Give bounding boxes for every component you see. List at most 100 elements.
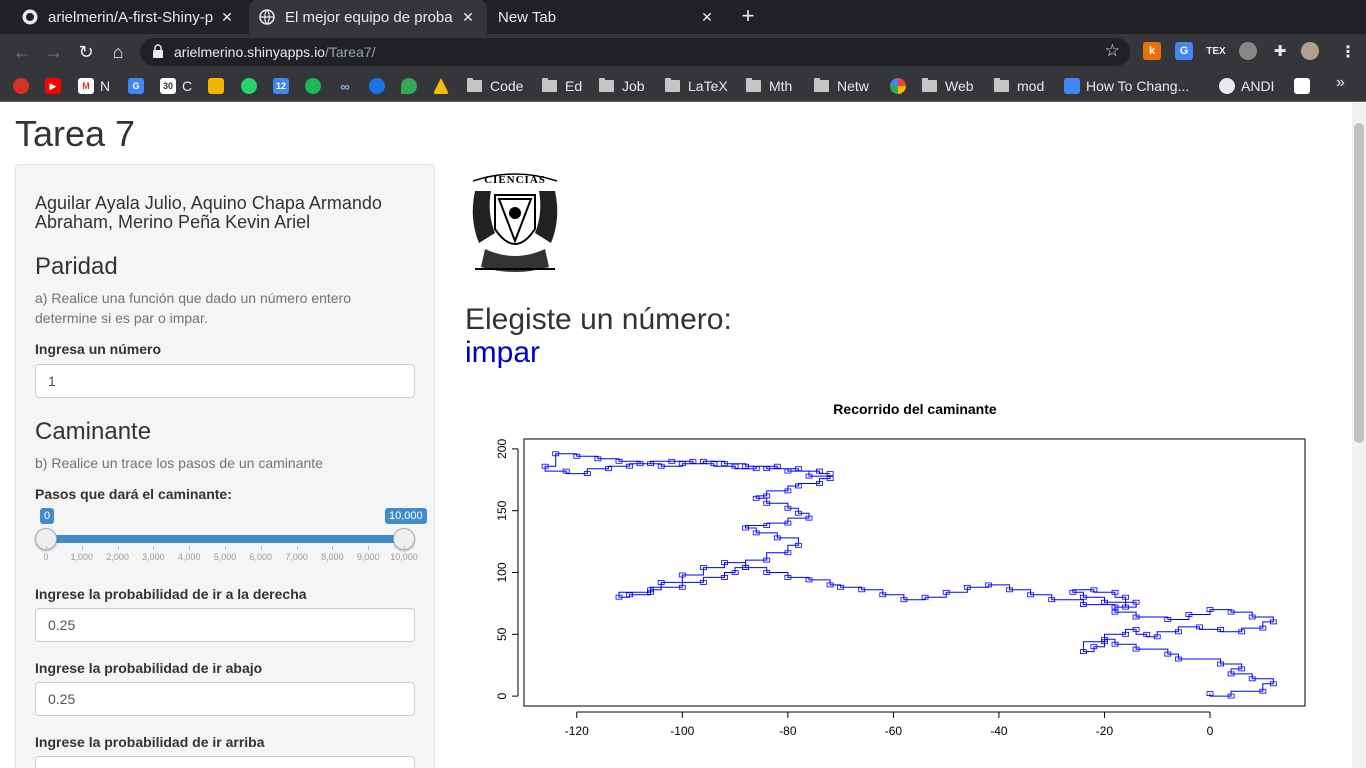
bookmark-icon[interactable] <box>1294 76 1316 96</box>
github-icon <box>22 9 38 25</box>
folder-icon <box>746 78 761 92</box>
close-icon[interactable]: ✕ <box>701 8 713 25</box>
bookmark-folder-mth[interactable]: Mth <box>746 76 792 96</box>
avatar[interactable] <box>1301 42 1319 60</box>
bookmark-folder-ed[interactable]: Ed <box>542 76 582 96</box>
slider-tick-mark <box>189 546 191 550</box>
bookmark-folder-job[interactable]: Job <box>599 76 645 96</box>
walk-point <box>1238 666 1246 672</box>
bookmark-icon[interactable] <box>13 76 35 96</box>
puzzle-icon[interactable]: ✚ <box>1273 43 1287 60</box>
walk-point <box>1238 629 1246 635</box>
walk-point <box>1132 599 1140 605</box>
scrollbar[interactable] <box>1352 103 1366 768</box>
walk-point <box>752 466 760 472</box>
x-tick-label: -100 <box>670 724 694 738</box>
bookmark-star-icon[interactable]: ☆ <box>1104 41 1120 60</box>
extension-icon[interactable] <box>369 76 391 96</box>
translate-bookmark[interactable]: G <box>128 76 150 96</box>
classroom-icon[interactable] <box>208 76 230 96</box>
extension-icon[interactable] <box>1239 42 1257 60</box>
walk-point <box>784 574 792 580</box>
walk-point <box>562 468 570 474</box>
chart-title: Recorrido del caminante <box>833 401 997 417</box>
calendar-icon[interactable]: 12 <box>273 76 295 96</box>
walk-point <box>647 589 655 595</box>
tab-newtab[interactable]: New Tab ✕ <box>488 0 726 34</box>
prob-down-input[interactable] <box>35 682 415 716</box>
photos-icon[interactable] <box>890 76 912 96</box>
x-tick-label: -80 <box>779 724 797 738</box>
more-bookmarks-icon[interactable]: » <box>1336 74 1345 91</box>
bookmark-folder-latex[interactable]: LaTeX <box>665 76 728 96</box>
steps-label: Pasos que dará el caminante: <box>35 486 232 502</box>
new-tab-button[interactable]: + <box>741 3 755 28</box>
globe-icon <box>1219 78 1235 94</box>
walk-point <box>784 550 792 556</box>
bookmark-andi[interactable]: ANDI <box>1219 76 1274 96</box>
close-icon[interactable]: ✕ <box>462 8 474 25</box>
back-icon[interactable]: ← <box>13 41 31 62</box>
caminante-help: b) Realice un trace los pasos de un cami… <box>35 455 323 471</box>
tex-icon[interactable]: TEX <box>1206 45 1226 57</box>
menu-icon[interactable]: ⋮ <box>1340 44 1356 61</box>
walk-point <box>816 481 823 486</box>
walk-point <box>731 463 739 469</box>
translate-icon[interactable]: G <box>1175 42 1193 60</box>
walk-point <box>879 592 887 598</box>
spotify-icon[interactable] <box>305 76 327 96</box>
bookmark-folder-mod[interactable]: mod <box>994 76 1044 96</box>
calendar-bookmark[interactable]: 30 C <box>160 76 192 96</box>
x-tick-label: -20 <box>1096 724 1114 738</box>
walk-point <box>1090 644 1098 650</box>
forward-icon[interactable]: → <box>45 41 63 62</box>
number-input[interactable] <box>35 364 415 398</box>
walk-point <box>742 565 750 571</box>
walk-point <box>541 463 549 469</box>
close-icon[interactable]: ✕ <box>221 8 233 25</box>
walk-point <box>552 451 560 457</box>
x-tick-label: 0 <box>1207 724 1214 738</box>
slider-tick-mark <box>332 546 334 550</box>
whatsapp-icon[interactable] <box>241 76 263 96</box>
walk-point <box>1227 693 1235 699</box>
walk-point <box>636 461 644 467</box>
bookmark-folder-netw[interactable]: Netw <box>814 76 869 96</box>
walk-point <box>784 468 792 474</box>
walk-point <box>921 594 929 600</box>
drive-icon[interactable] <box>433 76 455 96</box>
walk-point <box>1164 651 1172 657</box>
bookmark-folder-web[interactable]: Web <box>922 76 974 96</box>
walk-point <box>678 461 686 467</box>
steps-range-slider[interactable]: 0 10,000 0 1,000 2,000 3,000 4,000 5,000 6,000… <box>35 508 427 568</box>
walk-point <box>805 473 813 479</box>
youtube-icon[interactable]: ▶ <box>45 76 67 96</box>
reload-icon[interactable]: ↻ <box>78 41 94 62</box>
address-bar[interactable]: arielmerino.shinyapps.io/Tarea7/ ☆ <box>140 38 1130 66</box>
bookmark-howto[interactable]: How To Chang... <box>1064 76 1189 96</box>
scrollbar-thumb[interactable] <box>1354 123 1364 443</box>
paridad-heading: Paridad <box>35 253 118 280</box>
walk-point <box>794 483 802 489</box>
bookmark-label: mod <box>1017 78 1045 94</box>
walk-point <box>763 466 771 472</box>
prob-right-input[interactable] <box>35 608 415 642</box>
extension-icon[interactable]: k <box>1143 42 1161 60</box>
walk-point <box>1217 626 1224 632</box>
walk-point <box>678 572 686 578</box>
tab-github[interactable]: arielmerin/A-first-Shiny-p ✕ <box>8 0 246 34</box>
result-text: Elegiste un número: impar <box>465 303 732 369</box>
walk-point <box>1080 602 1087 608</box>
walk-point <box>657 579 665 585</box>
walk-point <box>721 574 728 580</box>
prob-up-input[interactable] <box>35 756 415 768</box>
home-icon[interactable]: ⌂ <box>112 41 124 62</box>
slider-track[interactable] <box>46 535 404 543</box>
maps-icon[interactable] <box>401 76 423 96</box>
walk-point <box>573 453 581 459</box>
bookmark-folder-code[interactable]: Code <box>467 76 523 96</box>
lock-icon <box>152 44 164 63</box>
tab-active[interactable]: El mejor equipo de proba ✕ <box>249 0 487 34</box>
link-icon[interactable]: ∞ <box>340 78 350 94</box>
